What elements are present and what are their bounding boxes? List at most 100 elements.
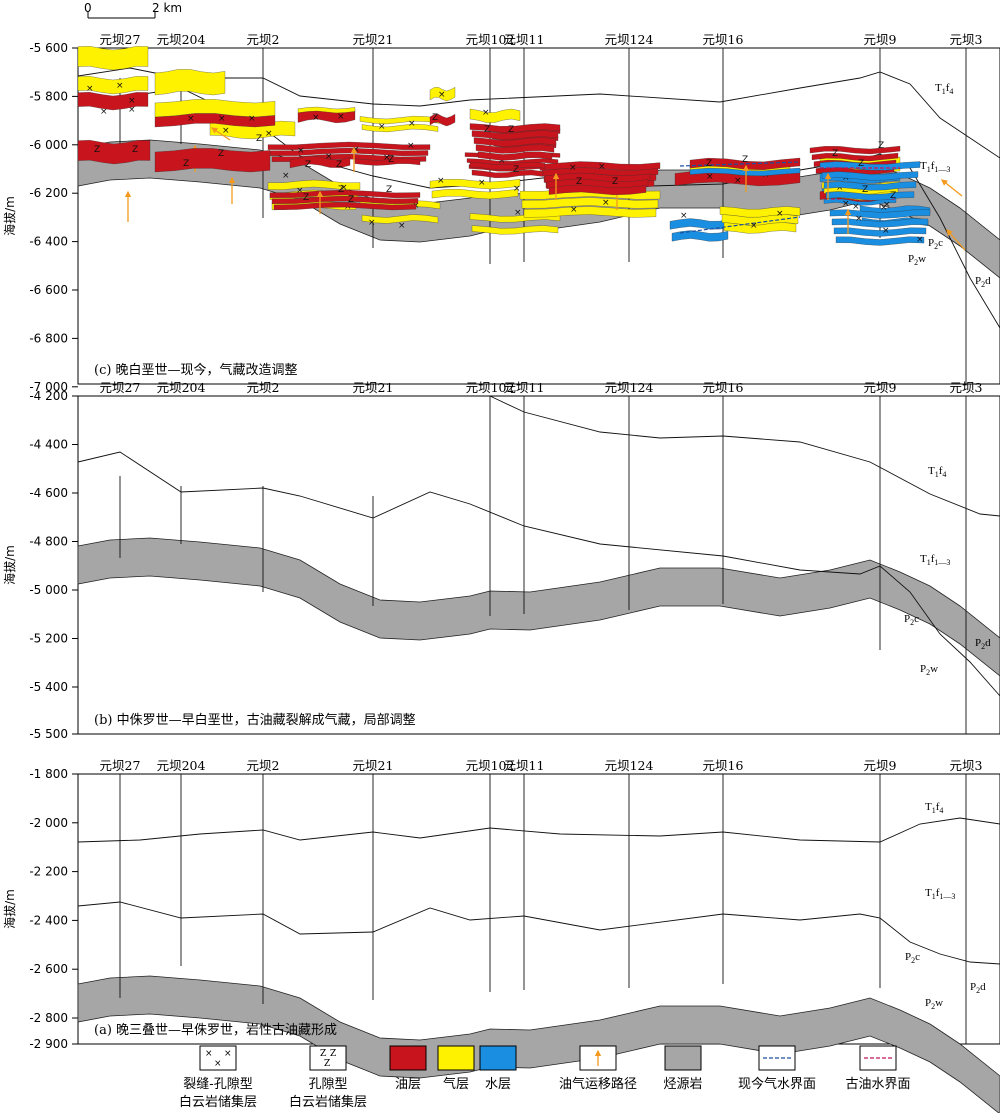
formation-label: T1f1—3 — [920, 160, 950, 174]
well-label: 元坝21 — [353, 758, 394, 773]
y-axis-title: 海拔/m — [2, 545, 17, 585]
fracture-marker: × — [883, 200, 891, 210]
well-label: 元坝204 — [157, 758, 206, 773]
fracture-marker: × — [498, 156, 506, 166]
fracture-marker: × — [296, 186, 304, 196]
formation-label: P2c — [904, 613, 919, 627]
pore-marker: Z — [303, 193, 309, 203]
migration-arrow — [210, 127, 231, 141]
oil-layer — [154, 148, 271, 173]
panel-caption: (c) 晚白垩世—现今，气藏改造调整 — [94, 362, 298, 378]
pore-marker: Z — [183, 159, 189, 169]
reservoir-lens — [825, 191, 915, 201]
formation-label: P2d — [975, 637, 991, 651]
legend-label: 气层 — [443, 1076, 469, 1092]
fracture-marker: × — [836, 183, 844, 193]
fracture-marker: × — [325, 152, 333, 162]
pore-marker: Z — [305, 160, 311, 170]
reservoir-lens — [361, 214, 439, 224]
y-tick-label: -4 400 — [29, 438, 68, 452]
fracture-marker: × — [116, 81, 124, 91]
pore-marker: Z — [330, 1049, 336, 1059]
well-label: 元坝9 — [864, 380, 897, 395]
pore-marker: Z — [858, 159, 864, 169]
gas-layer — [297, 106, 356, 114]
reservoir-lens — [469, 123, 561, 133]
pore-marker: Z — [706, 159, 712, 169]
legend-symbol-oil — [389, 1045, 427, 1071]
fracture-marker: × — [852, 202, 860, 212]
panel-caption: (b) 中侏罗世—早白垩世，古油藏裂解成气藏，局部调整 — [94, 712, 416, 728]
legend-symbol-pore: Z ZZ — [309, 1045, 347, 1071]
oil-swatch — [389, 1045, 427, 1071]
y-tick-label: -6 600 — [29, 283, 68, 297]
fracture-marker: × — [882, 226, 890, 236]
gas-layer — [77, 46, 149, 71]
well-label: 元坝11 — [504, 758, 545, 773]
y-tick-label: -6 800 — [29, 331, 68, 345]
well-label: 元坝2 — [247, 380, 280, 395]
pore-marker: Z — [432, 113, 438, 123]
fracture-marker: × — [482, 108, 490, 118]
well-label: 元坝3 — [950, 380, 983, 395]
fracture-marker: × — [916, 235, 924, 245]
fracture-marker: × — [128, 96, 136, 106]
well-label: 元坝124 — [605, 32, 654, 47]
pore-marker: Z — [386, 185, 392, 195]
reservoir-lens — [475, 144, 555, 154]
reservoir-lens — [471, 225, 559, 235]
well-label: 元坝21 — [353, 380, 394, 395]
formation-label: P2d — [970, 981, 986, 995]
formation-label: P2w — [920, 663, 938, 677]
gas-swatch — [437, 1045, 475, 1071]
pore-marker: Z — [132, 145, 138, 155]
reservoir-lens — [431, 188, 519, 200]
pore-marker: Z — [862, 185, 868, 195]
reservoir-lens — [429, 179, 521, 190]
oil-layer — [77, 140, 151, 165]
formation-label: T1f4 — [928, 465, 946, 479]
reservoir-lens — [833, 227, 927, 237]
legend-symbol-fracture: × ×× — [199, 1045, 237, 1071]
reservoir-lens — [271, 195, 419, 205]
reservoir-lens — [471, 169, 544, 178]
pore-marker: Z — [338, 185, 344, 195]
reservoir-lens — [689, 167, 801, 177]
fracture-marker: × — [340, 183, 348, 193]
reservoir-lens — [267, 179, 361, 190]
well-label: 元坝11 — [504, 380, 545, 395]
pore-marker: Z — [336, 160, 342, 170]
well-label: 元坝102 — [466, 758, 515, 773]
pore-marker: Z — [484, 125, 490, 135]
well-label: 元坝3 — [950, 758, 983, 773]
scale-label: 2 km — [152, 1, 182, 15]
reservoir-lens — [829, 209, 931, 219]
fracture-marker: × — [570, 205, 578, 215]
reservoir-lens — [273, 201, 417, 211]
source-rock-band — [77, 537, 1000, 677]
well-label: 元坝124 — [605, 380, 654, 395]
pore-marker: Z — [256, 134, 262, 144]
reservoir-lens — [267, 141, 431, 150]
fracture-marker: × — [437, 176, 445, 186]
y-tick-label: -5 400 — [29, 680, 68, 694]
pore-marker: Z — [348, 195, 354, 205]
well-label: 元坝27 — [100, 32, 141, 47]
fracture-marker: × — [187, 114, 195, 124]
fracture-marker: × — [128, 105, 136, 115]
reservoir-lens — [669, 218, 731, 230]
reservoir-lens — [269, 189, 421, 199]
reservoir-lens — [831, 218, 929, 228]
legend-symbol-owc — [859, 1045, 897, 1071]
y-tick-label: -2 900 — [29, 1037, 68, 1051]
legend-label: 古油水界面 — [845, 1077, 910, 1092]
oil-layer — [289, 155, 351, 169]
well-label: 元坝102 — [466, 32, 515, 47]
fracture-marker: × — [438, 90, 446, 100]
well-label: 元坝3 — [950, 32, 983, 47]
gas-water-contact — [679, 161, 801, 167]
well-label: 元坝11 — [504, 32, 545, 47]
formation-label: T1f4 — [925, 801, 943, 815]
panel-caption: (a) 晚三叠世—早侏罗世，岩性古油藏形成 — [94, 1023, 337, 1038]
